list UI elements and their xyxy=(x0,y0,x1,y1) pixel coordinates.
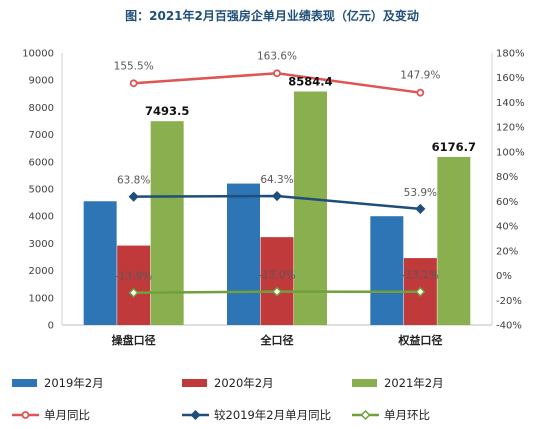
line-data-label: 63.8% xyxy=(117,175,150,187)
y-right-tick-label: 160% xyxy=(496,73,525,84)
legend-marker xyxy=(21,411,30,419)
bar-series-group xyxy=(83,91,471,325)
bar xyxy=(150,121,184,325)
y-left-tick-label: 0 xyxy=(48,321,54,332)
legend-label: 较2019年2月单月同比 xyxy=(214,408,331,422)
y-right-tick-label: 0% xyxy=(496,271,512,282)
legend-marker xyxy=(360,409,371,421)
legend-label: 单月环比 xyxy=(384,408,430,422)
bar-data-label: 7493.5 xyxy=(145,104,189,118)
legend-label: 2021年2月 xyxy=(384,376,444,390)
line-marker xyxy=(416,88,425,97)
bar xyxy=(260,237,294,325)
line-data-label: 64.3% xyxy=(260,174,293,186)
line-marker xyxy=(129,79,138,88)
line-marker xyxy=(415,203,426,214)
legend-swatch xyxy=(12,379,37,387)
chart-axes: 0 1000 2000 3000 4000 5000 6000 7000 8000 9000 100… xyxy=(22,49,524,348)
line-data-label: 147.9% xyxy=(400,70,440,82)
legend-label: 2020年2月 xyxy=(214,376,274,390)
y-left-tick-label: 8000 xyxy=(29,103,54,114)
line-marker xyxy=(128,287,139,298)
y-left-tick-label: 7000 xyxy=(29,130,54,141)
bar-data-label: 6176.7 xyxy=(432,140,476,154)
legend-swatch xyxy=(182,379,207,387)
y-left-tick-label: 3000 xyxy=(29,239,54,250)
y-left-tick-label: 5000 xyxy=(29,185,54,196)
x-category-label: 权益口径 xyxy=(397,333,442,347)
chart-title: 图：2021年2月百强房企单月业绩表现（亿元）及变动 xyxy=(125,8,419,23)
y-left-tick-label: 9000 xyxy=(29,76,54,87)
y-right-tick-label: 140% xyxy=(496,98,525,109)
x-category-label: 操盘口径 xyxy=(112,333,156,347)
line-series-group xyxy=(128,69,426,298)
y-right-tick-label: -20% xyxy=(496,296,522,307)
line-marker xyxy=(415,286,426,297)
bar xyxy=(83,201,117,325)
y-right-tick-label: 180% xyxy=(496,49,525,60)
line-data-label: -13.9% xyxy=(115,271,152,283)
y-right-tick-label: 80% xyxy=(496,172,518,183)
line-marker xyxy=(128,191,139,202)
legend-label: 单月同比 xyxy=(44,408,90,422)
legend-label: 2019年2月 xyxy=(44,376,104,390)
x-category-label: 全口径 xyxy=(260,333,294,347)
y-right-tick-label: 40% xyxy=(496,222,518,233)
bar xyxy=(294,91,327,325)
bar xyxy=(227,183,260,325)
y-right-tick-label: 60% xyxy=(496,197,518,208)
bar-data-label: 8584.4 xyxy=(288,75,332,89)
bar xyxy=(117,245,151,325)
line-marker xyxy=(273,69,281,78)
legend-marker xyxy=(190,409,201,421)
line-data-label: -13.1% xyxy=(402,270,439,282)
y-left-tick-label: 6000 xyxy=(29,157,54,168)
line-data-label: 53.9% xyxy=(404,187,437,199)
line-data-label: -13.0% xyxy=(258,270,295,282)
line-data-label: 155.5% xyxy=(114,60,154,72)
y-right-tick-label: 120% xyxy=(496,123,525,134)
y-left-tick-label: 10000 xyxy=(22,49,54,60)
y-right-tick-label: 100% xyxy=(496,147,525,158)
data-labels-group: 7493.5 8584.4 6176.7 155.5% 163.6% 147.9% 63.8… xyxy=(114,50,476,282)
y-right-tick-label: 20% xyxy=(496,246,518,257)
y-left-tick-label: 2000 xyxy=(29,266,54,277)
legend-swatch xyxy=(352,379,377,387)
bar xyxy=(370,216,404,325)
bar xyxy=(437,156,471,325)
y-left-tick-label: 4000 xyxy=(29,212,54,223)
y-right-tick-label: -40% xyxy=(496,321,522,332)
y-left-tick-label: 1000 xyxy=(29,293,54,304)
line-marker xyxy=(271,286,283,297)
line-data-label: 163.6% xyxy=(257,50,297,62)
line-marker xyxy=(271,190,283,202)
